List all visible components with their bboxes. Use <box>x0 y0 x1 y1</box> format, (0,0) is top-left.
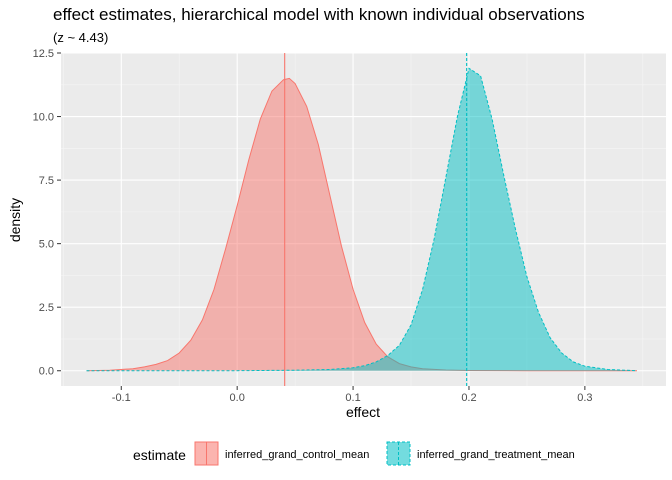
legend: estimate inferred_grand_control_mean inf… <box>133 441 575 466</box>
density-areas <box>86 67 638 372</box>
x-axis-title: effect <box>346 404 380 420</box>
legend-item-control: inferred_grand_control_mean <box>194 441 369 466</box>
legend-label-control: inferred_grand_control_mean <box>225 449 369 461</box>
x-tick-label: 0.2 <box>461 392 476 404</box>
y-axis-title: density <box>7 198 23 242</box>
legend-label-treatment: inferred_grand_treatment_mean <box>417 449 575 461</box>
chart-subtitle: (z ~ 4.43) <box>53 30 108 45</box>
y-tick-label: 7.5 <box>39 175 54 187</box>
y-tick-label: 2.5 <box>39 302 54 314</box>
x-axis: -0.1 0.0 0.1 0.2 0.3 <box>112 386 593 404</box>
legend-item-treatment: inferred_grand_treatment_mean <box>386 441 575 466</box>
x-tick-label: 0.3 <box>577 392 592 404</box>
x-tick-label: 0.1 <box>345 392 360 404</box>
x-tick-label: 0.0 <box>230 392 245 404</box>
density-area-treatment <box>86 68 637 371</box>
legend-title: estimate <box>133 447 186 463</box>
y-tick-label: 0.0 <box>39 366 54 378</box>
mean-lines <box>284 53 468 386</box>
chart-title: effect estimates, hierarchical model wit… <box>53 5 585 24</box>
y-tick-label: 12.5 <box>33 48 54 60</box>
y-tick-label: 5.0 <box>39 239 54 251</box>
y-axis: 0.0 2.5 5.0 7.5 10.0 12.5 <box>33 48 61 378</box>
density-area-control <box>86 78 637 371</box>
x-tick-label: -0.1 <box>112 392 131 404</box>
density-line-treatment <box>86 67 638 372</box>
y-tick-label: 10.0 <box>33 112 54 124</box>
